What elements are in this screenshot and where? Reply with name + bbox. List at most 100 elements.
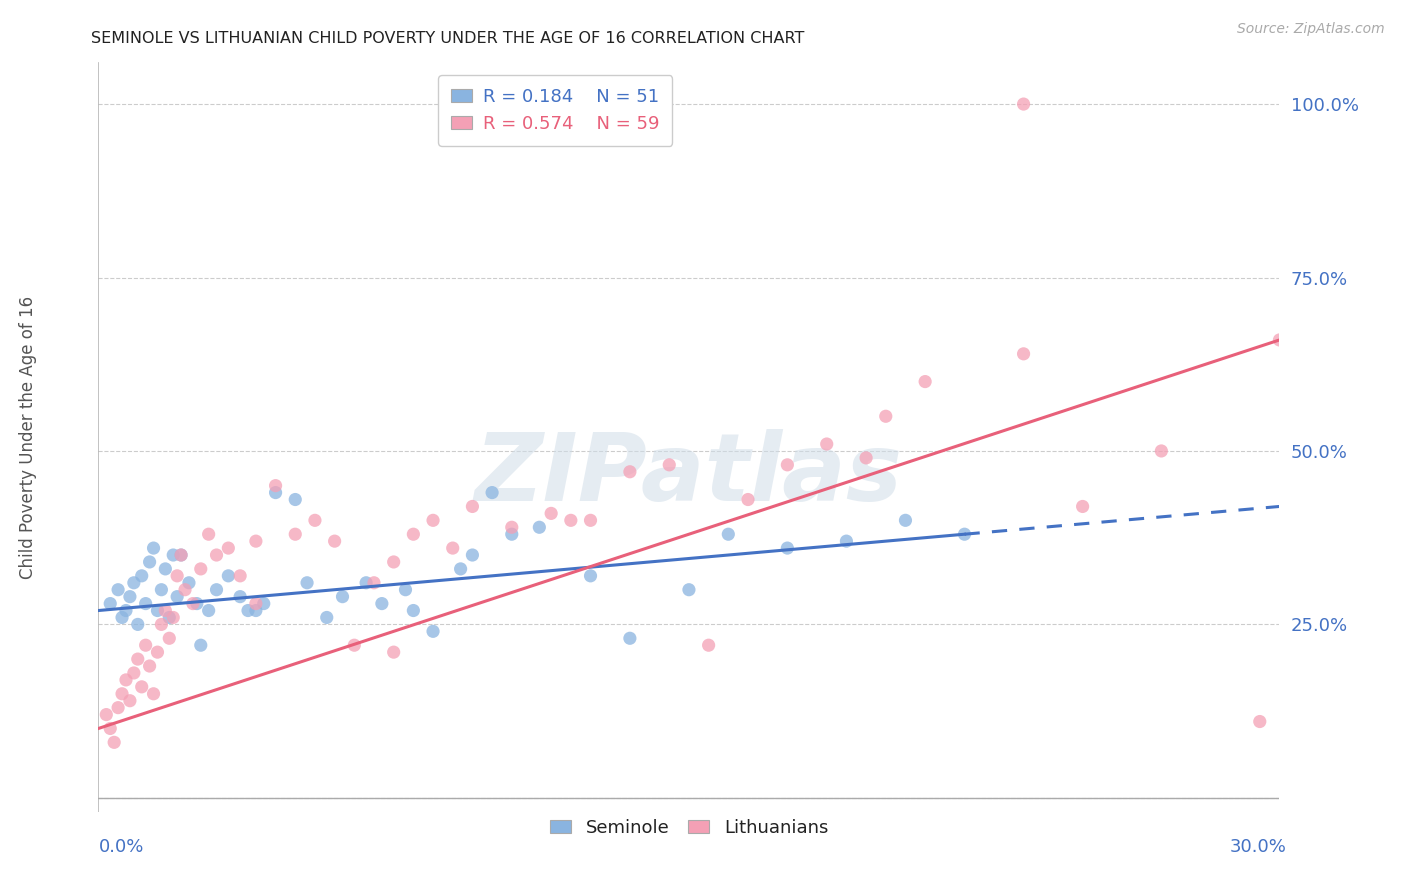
Point [146, 603, 169, 617]
Point [177, 575, 200, 590]
Point [441, 541, 464, 555]
Point [170, 548, 193, 562]
Point [205, 582, 228, 597]
Point [579, 513, 602, 527]
Point [157, 610, 180, 624]
Text: 30.0%: 30.0% [1230, 838, 1286, 855]
Point [1071, 500, 1094, 514]
Text: Child Poverty Under the Age of 16: Child Poverty Under the Age of 16 [18, 295, 37, 579]
Point [354, 575, 377, 590]
Point [253, 597, 276, 611]
Point [332, 590, 354, 604]
Point [382, 645, 405, 659]
Point [461, 500, 484, 514]
Point [619, 632, 641, 646]
Point [579, 569, 602, 583]
Point [127, 617, 149, 632]
Point [190, 638, 212, 652]
Point [138, 555, 160, 569]
Point [174, 582, 197, 597]
Point [717, 527, 740, 541]
Point [142, 541, 165, 555]
Text: ZIPatlas: ZIPatlas [475, 428, 903, 521]
Point [162, 610, 184, 624]
Point [658, 458, 681, 472]
Text: Source: ZipAtlas.com: Source: ZipAtlas.com [1237, 22, 1385, 37]
Point [146, 645, 169, 659]
Point [166, 569, 188, 583]
Point [107, 700, 129, 714]
Point [343, 638, 366, 652]
Point [236, 603, 259, 617]
Point [155, 562, 177, 576]
Point [501, 520, 523, 534]
Point [481, 485, 503, 500]
Point [98, 597, 121, 611]
Point [166, 590, 188, 604]
Point [1249, 714, 1271, 729]
Point [96, 707, 118, 722]
Point [402, 527, 425, 541]
Point [422, 624, 444, 639]
Point [1268, 333, 1291, 347]
Point [402, 603, 425, 617]
Point [776, 458, 799, 472]
Point [162, 548, 184, 562]
Point [815, 437, 838, 451]
Point [323, 534, 346, 549]
Point [914, 375, 936, 389]
Point [229, 590, 252, 604]
Point [953, 527, 976, 541]
Point [131, 680, 153, 694]
Point [560, 513, 582, 527]
Point [122, 575, 145, 590]
Point [205, 548, 228, 562]
Point [284, 492, 307, 507]
Point [371, 597, 394, 611]
Point [245, 534, 267, 549]
Point [186, 597, 208, 611]
Point [217, 541, 239, 555]
Text: 0.0%: 0.0% [98, 838, 143, 855]
Point [111, 687, 134, 701]
Point [245, 597, 267, 611]
Point [150, 617, 173, 632]
Point [776, 541, 799, 555]
Point [118, 590, 141, 604]
Point [197, 527, 219, 541]
Point [363, 575, 385, 590]
Point [315, 610, 337, 624]
Point [138, 659, 160, 673]
Point [264, 485, 287, 500]
Point [304, 513, 326, 527]
Point [284, 527, 307, 541]
Point [450, 562, 472, 576]
Point [461, 548, 484, 562]
Point [115, 673, 138, 687]
Point [540, 507, 562, 521]
Point [382, 555, 405, 569]
Point [1012, 97, 1035, 112]
Point [190, 562, 212, 576]
Point [529, 520, 551, 534]
Point [127, 652, 149, 666]
Legend: Seminole, Lithuanians: Seminole, Lithuanians [543, 812, 835, 844]
Point [98, 722, 121, 736]
Point [678, 582, 700, 597]
Point [107, 582, 129, 597]
Point [197, 603, 219, 617]
Point [111, 610, 134, 624]
Point [1150, 444, 1173, 458]
Point [855, 450, 877, 465]
Point [875, 409, 897, 424]
Point [118, 694, 141, 708]
Point [135, 597, 157, 611]
Point [170, 548, 193, 562]
Point [1012, 347, 1035, 361]
Point [135, 638, 157, 652]
Point [115, 603, 138, 617]
Point [217, 569, 239, 583]
Point [422, 513, 444, 527]
Point [835, 534, 858, 549]
Point [181, 597, 204, 611]
